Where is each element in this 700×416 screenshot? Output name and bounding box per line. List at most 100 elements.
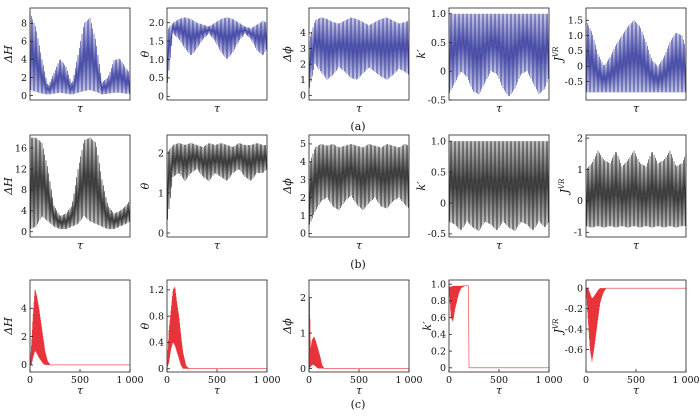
y-tick-label: 0.8	[149, 311, 164, 322]
panel-b-2: 0 1 2 θ τ	[139, 134, 268, 252]
panel-c-5: -0.6 -0.4 -0.2 0 0 500 1 000 JVR τ	[552, 279, 700, 397]
panel-a-1: 0 2 4 6 8 ΔH τ	[2, 7, 131, 115]
row-label-c: (c)	[351, 398, 366, 411]
y-axis-label: JVR	[552, 46, 565, 63]
y-tick-label: 2	[21, 73, 27, 84]
x-axis-label: τ	[214, 102, 221, 115]
y-tick-label: 12	[15, 164, 27, 175]
y-tick-label: 1.0	[431, 136, 446, 147]
plot-frame	[448, 7, 550, 101]
y-axis-label: ΔH	[2, 317, 15, 336]
y-tick-label: 0	[440, 67, 446, 78]
plot-frame	[308, 134, 410, 238]
x-tick-label: 1 000	[535, 375, 562, 386]
x-tick-label: 1 000	[395, 375, 422, 386]
x-axis-label: τ	[77, 239, 84, 252]
y-axis-label: k′	[421, 321, 434, 331]
y-tick-label: 0	[440, 363, 446, 374]
y-axis-label: Δϕ	[281, 178, 294, 195]
panel-a-4: -0.5 0 0.5 1.0 k′ τ	[415, 7, 550, 115]
x-axis-label: τ	[496, 384, 503, 397]
y-tick-label: 16	[15, 143, 27, 154]
y-tick-label: 1.2	[149, 285, 164, 296]
y-tick-label: 0	[440, 198, 446, 209]
y-tick-label: 4	[300, 157, 306, 168]
y-axis-label: ΔH	[2, 177, 15, 196]
y-tick-label: 4	[21, 304, 27, 315]
plot-frame	[166, 7, 268, 101]
panel-a-5: -0.5 0 0.5 1.0 1.5 JVR τ	[552, 7, 687, 115]
y-tick-label: -0.5	[428, 229, 446, 240]
y-tick-label: 0	[21, 227, 27, 238]
plot-frame	[448, 279, 550, 373]
y-axis-label: Δϕ	[281, 46, 294, 63]
y-axis-label: JVR	[552, 318, 565, 335]
data-trace	[29, 137, 131, 230]
y-tick-label: 0.5	[568, 46, 583, 57]
y-tick-label: -0.2	[565, 304, 583, 315]
y-tick-label: -0.5	[428, 95, 446, 106]
data-trace	[585, 150, 687, 228]
y-tick-label: 0	[577, 283, 583, 294]
y-axis-label: θ	[139, 182, 152, 189]
y-tick-label: 0	[21, 360, 27, 371]
y-tick-label: 1.0	[431, 9, 446, 20]
y-tick-label: 2	[300, 293, 306, 304]
panel-b-1: 0 4 8 12 16 ΔH τ	[2, 134, 131, 252]
panel-a-2: 0 0.5 1.0 1.5 2.0 θ τ	[139, 7, 268, 115]
y-axis-label-superscript: VR	[552, 46, 560, 57]
y-tick-label: 1	[577, 165, 583, 176]
y-tick-label: 2	[300, 59, 306, 70]
x-axis-label: τ	[496, 102, 503, 115]
y-axis-label-superscript: VR	[552, 318, 560, 329]
y-tick-label: 1.5	[149, 36, 164, 47]
data-trace	[585, 287, 686, 362]
y-tick-label: 0.5	[431, 38, 446, 49]
panel-c-1: 0 2 4 0 500 1 000 ΔH τ	[2, 279, 144, 397]
row-label-a: (a)	[350, 120, 365, 133]
y-tick-label: 1	[300, 328, 306, 339]
data-trace	[29, 12, 131, 95]
data-trace	[308, 297, 409, 369]
data-trace	[29, 289, 130, 366]
y-tick-label: 1	[300, 211, 306, 222]
y-tick-label: 8	[21, 19, 27, 30]
y-tick-label: 4	[300, 28, 306, 39]
y-tick-label: 0.5	[149, 73, 164, 84]
data-trace	[308, 143, 410, 225]
y-tick-label: 0.8	[431, 296, 446, 307]
data-trace	[448, 141, 550, 231]
x-tick-label: 0	[583, 375, 589, 386]
x-axis-label: τ	[496, 239, 503, 252]
x-tick-label: 0	[27, 375, 33, 386]
panel-b-5: -1 0 1 2 JVR τ	[558, 133, 687, 252]
plot-frame	[585, 7, 687, 101]
data-trace	[166, 286, 267, 370]
x-tick-label: 500	[208, 375, 226, 386]
x-tick-label: 500	[627, 375, 645, 386]
y-axis-label: k′	[415, 49, 428, 59]
data-trace	[308, 17, 410, 88]
x-tick-label: 500	[71, 375, 89, 386]
y-tick-label: 2	[21, 332, 27, 343]
panel-c-2: 0 0.4 0.8 1.2 0 500 1 000 θ τ	[139, 279, 281, 397]
y-tick-label: 0	[158, 364, 164, 375]
y-axis-label: θ	[139, 50, 152, 57]
y-tick-label: 2	[158, 148, 164, 159]
y-tick-label: -0.6	[565, 345, 583, 356]
y-tick-label: 1	[300, 75, 306, 86]
y-tick-label: 4	[21, 55, 27, 66]
y-tick-label: 0	[21, 91, 27, 102]
plot-frame	[308, 7, 410, 101]
y-tick-label: 0	[300, 91, 306, 102]
x-tick-label: 1 000	[116, 375, 143, 386]
y-tick-label: 2.0	[149, 18, 164, 29]
x-tick-label: 500	[490, 375, 508, 386]
panel-c-4: 0 0.2 0.4 0.6 0.8 1.0 0 500 1 000 k′ τ	[421, 279, 563, 397]
y-tick-label: 3	[300, 175, 306, 186]
data-trace	[448, 284, 549, 369]
y-tick-label: 0	[300, 229, 306, 240]
data-trace	[166, 142, 268, 220]
y-tick-label: 1.5	[568, 16, 583, 27]
